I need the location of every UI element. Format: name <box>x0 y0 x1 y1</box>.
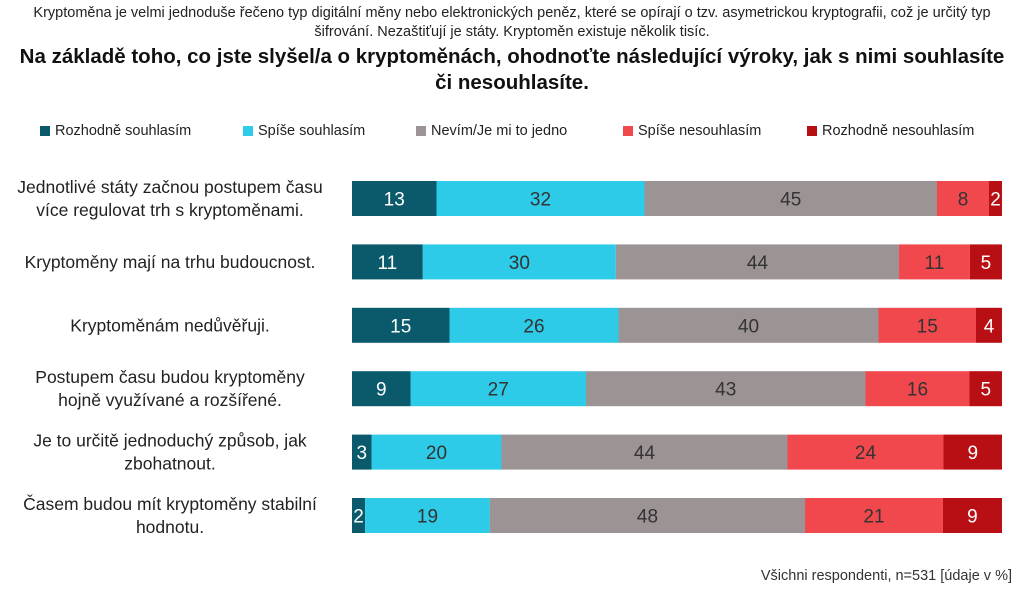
value-label: 19 <box>417 507 438 528</box>
value-label: 20 <box>426 443 447 464</box>
bar-segment <box>618 307 879 343</box>
legend-label: Spíše nesouhlasím <box>638 123 762 139</box>
legend-item: Nevím/Je mi to jedno <box>416 120 567 142</box>
value-label: 40 <box>738 316 759 337</box>
bar-segment <box>352 498 366 533</box>
bar-segment <box>371 434 502 470</box>
value-label: 44 <box>747 253 769 274</box>
legend-item: Spíše souhlasím <box>243 120 365 142</box>
value-label: 16 <box>907 380 928 401</box>
value-label: 24 <box>855 443 877 464</box>
value-label: 11 <box>925 253 945 274</box>
value-label: 9 <box>967 507 978 528</box>
legend-swatch <box>40 126 50 136</box>
intro-text: Kryptoměna je velmi jednoduše řečeno typ… <box>33 5 991 40</box>
legend: Rozhodně souhlasím Spíše souhlasím Nevím/J… <box>0 120 1024 142</box>
legend-swatch <box>807 126 817 136</box>
category-label: Časem budou mít kryptoměny stabilní hodno… <box>23 493 317 537</box>
bar-segment <box>989 181 1002 216</box>
value-label: 3 <box>356 443 367 464</box>
value-label: 32 <box>530 190 551 211</box>
bar-segment <box>899 244 970 280</box>
value-label: 27 <box>488 380 509 401</box>
value-label: 15 <box>390 316 411 337</box>
value-label: 11 <box>378 253 398 274</box>
bar-segment <box>352 371 411 407</box>
bar-segment <box>942 498 1002 533</box>
category-label: Kryptoměny mají na trhu budoucnost. <box>25 252 316 272</box>
value-label: 44 <box>634 443 656 464</box>
legend-item: Rozhodně souhlasím <box>40 120 191 142</box>
value-label: 5 <box>981 253 992 274</box>
legend-label: Rozhodně souhlasím <box>55 123 192 139</box>
bar-segment <box>865 371 970 407</box>
bar-segment <box>878 307 976 343</box>
value-label: 45 <box>780 190 801 211</box>
legend-label: Nevím/Je mi to jedno <box>431 123 568 139</box>
legend-label: Spíše souhlasím <box>258 123 366 139</box>
legend-swatch <box>416 126 426 136</box>
bar-segment <box>410 371 586 407</box>
bar-segment <box>969 244 1002 280</box>
bar-segment <box>365 498 490 533</box>
category-label: Kryptoměnám nedůvěřuji. <box>70 315 269 335</box>
bar-segment <box>644 181 937 216</box>
value-label: 2 <box>990 190 1001 211</box>
category-label: Jednotlivé státy začnou postupem času víc… <box>17 177 322 220</box>
bar-segment <box>352 181 437 216</box>
bar-segment <box>937 181 989 216</box>
category-label: Postupem času budou kryptoměny hojně využ… <box>35 367 305 410</box>
value-label: 30 <box>509 253 530 274</box>
legend-swatch <box>623 126 633 136</box>
bar-segment <box>501 434 788 470</box>
bar-segment <box>489 498 806 533</box>
category-label: Je to určitě jednoduchý způsob, jak zboha… <box>33 431 307 474</box>
value-label: 4 <box>984 316 995 337</box>
bar-segment <box>586 371 866 407</box>
bar-segment <box>615 244 900 280</box>
value-label: 21 <box>863 507 884 528</box>
legend-label: Rozhodně nesouhlasím <box>822 123 975 139</box>
bar-segment <box>787 434 944 470</box>
bar-segment <box>969 371 1002 407</box>
value-label: 43 <box>715 380 736 401</box>
value-label: 13 <box>384 190 405 211</box>
footnote: Všichni respondenti, n=531 [údaje v %] <box>760 568 1012 584</box>
bar-segment <box>943 434 1002 470</box>
bar-segment <box>352 307 450 343</box>
value-label: 5 <box>980 380 991 401</box>
value-label: 26 <box>523 316 544 337</box>
value-label: 9 <box>967 443 978 464</box>
legend-item: Rozhodně nesouhlasím <box>807 120 974 142</box>
bar-segment <box>352 434 372 470</box>
bar-segment <box>805 498 943 533</box>
bar-segment <box>449 307 619 343</box>
value-label: 15 <box>917 316 938 337</box>
bar-segment <box>976 307 1002 343</box>
legend-swatch <box>243 126 253 136</box>
bar-segment <box>352 244 423 280</box>
value-label: 2 <box>353 507 364 528</box>
value-label: 9 <box>376 380 387 401</box>
bar-segment <box>422 244 616 280</box>
legend-item: Spíše nesouhlasím <box>623 120 761 142</box>
chart-title: Na základě toho, co jste slyšel/a o kryp… <box>19 45 1005 94</box>
value-label: 8 <box>958 190 969 211</box>
bar-segment <box>436 181 645 216</box>
value-label: 48 <box>637 507 658 528</box>
